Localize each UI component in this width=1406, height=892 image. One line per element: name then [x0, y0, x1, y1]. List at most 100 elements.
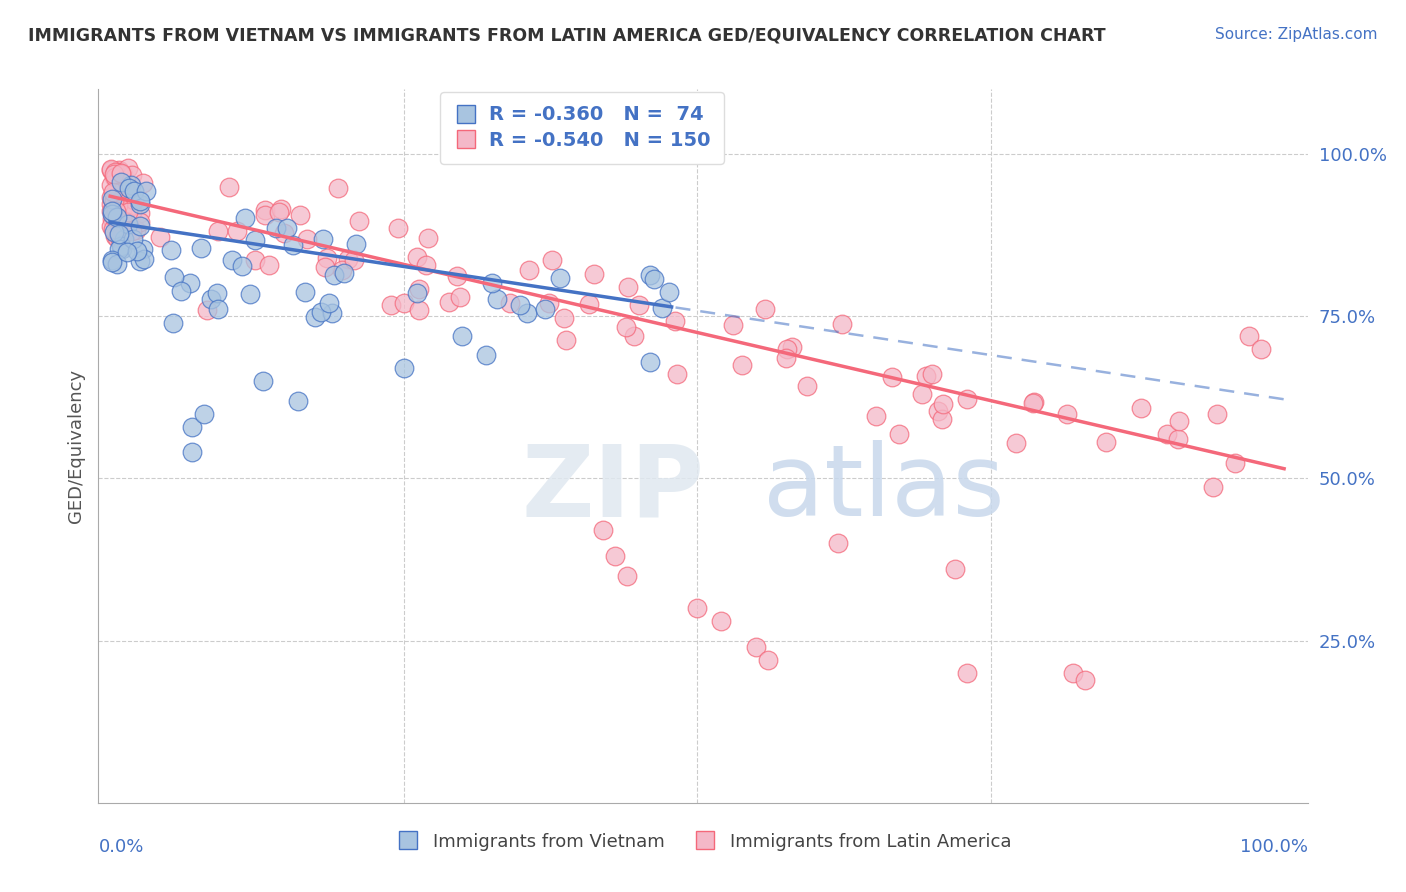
Point — [103, 169, 125, 184]
Point — [1202, 480, 1225, 494]
Point — [117, 205, 139, 219]
Point — [1021, 396, 1043, 410]
Point — [226, 224, 249, 238]
Point — [104, 203, 127, 218]
Point — [264, 221, 287, 235]
Point — [1095, 434, 1118, 449]
Point — [347, 214, 370, 228]
Point — [638, 354, 661, 368]
Point — [1237, 328, 1260, 343]
Point — [321, 306, 343, 320]
Point — [311, 232, 333, 246]
Text: Source: ZipAtlas.com: Source: ZipAtlas.com — [1215, 27, 1378, 42]
Point — [131, 176, 153, 190]
Point — [1250, 342, 1272, 356]
Point — [887, 426, 910, 441]
Point — [221, 252, 243, 267]
Point — [664, 314, 686, 328]
Point — [911, 387, 934, 401]
Point — [105, 208, 128, 222]
Point — [1167, 432, 1189, 446]
Point — [485, 292, 508, 306]
Point — [498, 296, 520, 310]
Point — [115, 245, 138, 260]
Point — [1073, 673, 1095, 687]
Point — [101, 185, 124, 199]
Point — [831, 317, 853, 331]
Point — [627, 298, 650, 312]
Y-axis label: GED/Equivalency: GED/Equivalency — [66, 369, 84, 523]
Point — [110, 167, 132, 181]
Point — [304, 310, 326, 324]
Point — [117, 217, 139, 231]
Point — [108, 226, 131, 240]
Point — [415, 258, 437, 272]
Point — [162, 316, 184, 330]
Point — [129, 194, 152, 208]
Point — [107, 163, 129, 178]
Point — [273, 227, 295, 241]
Point — [1168, 414, 1191, 428]
Point — [643, 272, 665, 286]
Point — [446, 269, 468, 284]
Point — [780, 340, 803, 354]
Point — [103, 211, 125, 225]
Point — [865, 409, 887, 424]
Point — [100, 204, 122, 219]
Point — [617, 280, 640, 294]
Point — [100, 255, 122, 269]
Point — [956, 666, 979, 681]
Point — [616, 319, 638, 334]
Point — [582, 267, 605, 281]
Point — [115, 215, 138, 229]
Text: 0.0%: 0.0% — [98, 838, 143, 856]
Point — [616, 568, 638, 582]
Point — [100, 178, 122, 192]
Point — [114, 184, 136, 198]
Point — [100, 253, 122, 268]
Text: IMMIGRANTS FROM VIETNAM VS IMMIGRANTS FROM LATIN AMERICA GED/EQUIVALENCY CORRELA: IMMIGRANTS FROM VIETNAM VS IMMIGRANTS FR… — [28, 27, 1105, 45]
Point — [931, 412, 953, 426]
Point — [103, 187, 125, 202]
Point — [100, 162, 122, 177]
Point — [122, 184, 145, 198]
Point — [1223, 456, 1246, 470]
Point — [254, 208, 277, 222]
Point — [108, 165, 131, 179]
Point — [129, 219, 152, 233]
Point — [314, 260, 336, 274]
Point — [449, 290, 471, 304]
Point — [112, 222, 135, 236]
Point — [276, 221, 298, 235]
Point — [112, 167, 135, 181]
Point — [623, 329, 645, 343]
Point — [100, 219, 122, 233]
Point — [243, 233, 266, 247]
Point — [207, 224, 229, 238]
Point — [124, 223, 146, 237]
Point — [745, 640, 768, 654]
Point — [118, 180, 141, 194]
Point — [111, 214, 134, 228]
Point — [921, 367, 943, 381]
Point — [121, 204, 143, 219]
Point — [100, 162, 122, 177]
Point — [796, 378, 818, 392]
Point — [1205, 408, 1227, 422]
Point — [105, 230, 128, 244]
Point — [195, 303, 218, 318]
Point — [108, 227, 131, 242]
Point — [882, 369, 904, 384]
Point — [233, 211, 256, 225]
Point — [100, 197, 122, 211]
Point — [1062, 666, 1084, 681]
Point — [509, 298, 531, 312]
Point — [110, 242, 132, 256]
Point — [328, 180, 350, 194]
Point — [316, 251, 339, 265]
Point — [323, 268, 346, 282]
Point — [723, 318, 745, 333]
Point — [108, 230, 131, 244]
Point — [405, 250, 427, 264]
Point — [406, 285, 429, 300]
